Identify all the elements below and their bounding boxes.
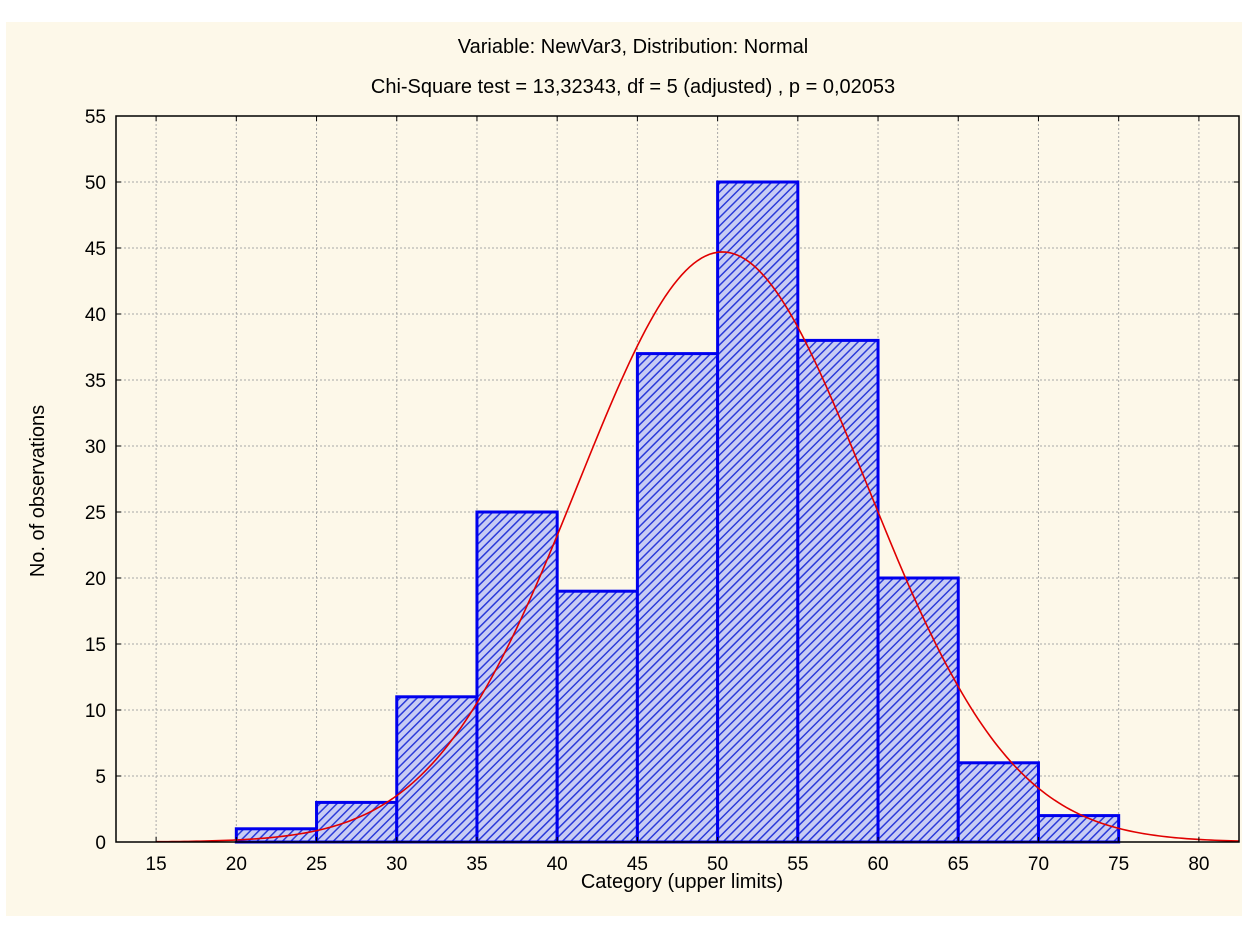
x-axis-label: Category (upper limits) bbox=[581, 871, 783, 893]
histogram-bar bbox=[1038, 816, 1118, 842]
y-axis-label: No. of observations bbox=[27, 405, 49, 577]
histogram-bar bbox=[317, 802, 397, 842]
histogram-bar bbox=[397, 697, 477, 842]
y-tick-label: 35 bbox=[85, 371, 106, 392]
x-tick-label: 70 bbox=[1028, 854, 1049, 875]
x-tick-label: 60 bbox=[867, 854, 888, 875]
x-tick-label: 35 bbox=[466, 854, 487, 875]
chart-subtitle: Chi-Square test = 13,32343, df = 5 (adju… bbox=[371, 76, 895, 98]
x-tick-label: 30 bbox=[386, 854, 407, 875]
chart-panel: Variable: NewVar3, Distribution: Normal … bbox=[6, 22, 1242, 916]
x-tick-label: 40 bbox=[547, 854, 568, 875]
x-tick-label: 55 bbox=[787, 854, 808, 875]
y-tick-label: 25 bbox=[85, 503, 106, 524]
x-tick-label: 15 bbox=[146, 854, 167, 875]
histogram-bar bbox=[477, 512, 557, 842]
x-tick-label: 25 bbox=[306, 854, 327, 875]
histogram-bar bbox=[878, 578, 958, 842]
y-tick-label: 50 bbox=[85, 173, 106, 194]
x-tick-label: 80 bbox=[1188, 854, 1209, 875]
y-tick-label: 5 bbox=[95, 767, 106, 788]
y-tick-label: 55 bbox=[85, 107, 106, 128]
histogram-bar bbox=[798, 340, 878, 842]
histogram-bar bbox=[637, 354, 717, 842]
y-tick-label: 45 bbox=[85, 239, 106, 260]
y-tick-label: 30 bbox=[85, 437, 106, 458]
y-tick-label: 15 bbox=[85, 635, 106, 656]
histogram-bar bbox=[557, 591, 637, 842]
histogram-bar bbox=[718, 182, 798, 842]
x-tick-label: 20 bbox=[226, 854, 247, 875]
y-tick-label: 40 bbox=[85, 305, 106, 326]
chart-title: Variable: NewVar3, Distribution: Normal bbox=[458, 36, 809, 58]
x-tick-label: 75 bbox=[1108, 854, 1129, 875]
x-tick-label: 65 bbox=[948, 854, 969, 875]
histogram-chart: Variable: NewVar3, Distribution: Normal … bbox=[6, 22, 1242, 916]
histogram-bar bbox=[958, 763, 1038, 842]
y-tick-label: 10 bbox=[85, 701, 106, 722]
y-tick-label: 0 bbox=[95, 833, 106, 854]
y-tick-label: 20 bbox=[85, 569, 106, 590]
